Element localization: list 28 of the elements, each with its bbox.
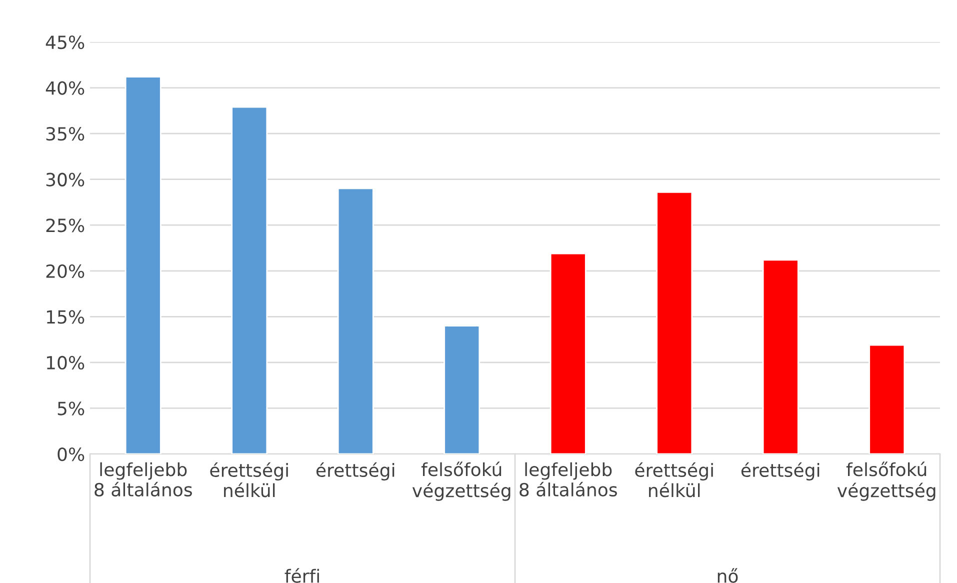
y-tick-label: 20% (46, 264, 84, 278)
y-tick-label: 45% (46, 35, 84, 50)
x-tick-label: felsőfokú végzettség (837, 462, 936, 501)
x-tick-label: felsőfokú végzettség (412, 462, 510, 501)
y-tick-label: 30% (46, 172, 84, 186)
bar (124, 76, 162, 454)
y-tick-label: 5% (58, 402, 84, 416)
bar (550, 252, 586, 454)
y-tick-label: 25% (46, 218, 84, 232)
bar (337, 188, 374, 454)
x-tick-label: érettségi nélkül (635, 462, 713, 498)
y-tick-label: 10% (46, 356, 84, 370)
x-tick-label: legfeljebb 8 általános (94, 462, 192, 497)
bar (762, 259, 799, 454)
x-tick-label: érettségi (316, 462, 394, 481)
bar (868, 344, 906, 454)
y-tick-label: 40% (46, 81, 84, 95)
y-tick-label: 35% (46, 127, 84, 141)
bar (231, 106, 268, 454)
bar (444, 325, 480, 454)
y-tick-label: 0% (58, 447, 84, 462)
x-tick-label: legfeljebb 8 általános (520, 462, 617, 497)
y-tick-label: 15% (46, 310, 84, 324)
x-tick-label: érettségi nélkül (210, 462, 288, 498)
x-tick-label: érettségi (741, 462, 820, 481)
text: férfi (284, 568, 319, 583)
bar (656, 191, 693, 454)
text: nő (718, 568, 738, 583)
